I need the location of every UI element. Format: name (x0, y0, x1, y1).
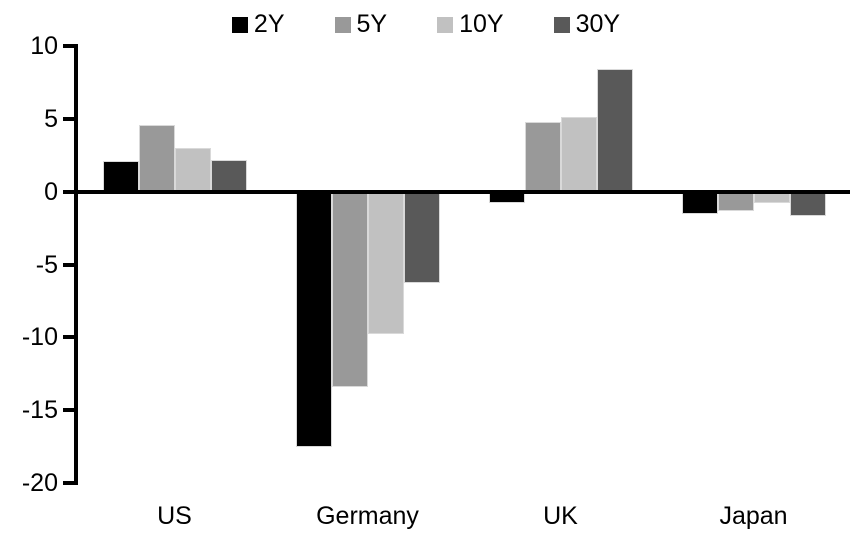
x-axis-labels: US Germany UK Japan (78, 501, 850, 531)
y-axis-tick (63, 189, 76, 194)
y-axis-label: 10 (30, 32, 58, 60)
x-axis-label-uk: UK (543, 502, 578, 530)
legend-item-2y: 2Y (231, 10, 285, 38)
legend-swatch-5y-icon (334, 16, 351, 33)
legend-item-30y: 30Y (553, 10, 621, 38)
y-axis-tick (63, 335, 76, 340)
y-axis-label: -15 (21, 396, 58, 425)
legend: 2Y 5Y 10Y 30Y (0, 12, 852, 37)
x-axis-label-germany: Germany (316, 502, 419, 530)
y-axis-label: 5 (44, 104, 58, 133)
bar-us-5y (138, 124, 175, 192)
legend-label-2y: 2Y (253, 10, 285, 38)
legend-swatch-2y-icon (231, 16, 248, 33)
zero-line (78, 189, 850, 194)
y-axis-label: -20 (21, 469, 58, 497)
bar-japan-30y (789, 191, 826, 217)
y-axis-tick (63, 481, 76, 485)
bar-germany-30y (403, 191, 440, 284)
bar-us-2y (102, 161, 139, 192)
bar-germany-10y (367, 191, 404, 335)
bar-us-10y (174, 147, 211, 192)
legend-label-5y: 5Y (356, 10, 388, 38)
x-axis-label-japan: Japan (719, 502, 788, 530)
y-axis-tick (63, 44, 76, 48)
y-axis-tick (63, 116, 76, 121)
legend-swatch-30y-icon (553, 16, 570, 33)
bar-germany-5y (331, 191, 368, 387)
y-axis-label: -5 (35, 250, 58, 279)
bar-japan-5y (717, 191, 754, 211)
y-axis-label: -10 (21, 323, 58, 352)
y-axis-tick (63, 408, 76, 413)
y-axis-line (74, 44, 78, 485)
y-axis-tick (63, 262, 76, 267)
legend-label-30y: 30Y (575, 10, 621, 38)
bar-uk-5y (524, 121, 561, 192)
bar-japan-2y (681, 191, 718, 214)
bar-uk-30y (596, 69, 633, 192)
bar-germany-2y (295, 191, 332, 447)
plot-area (63, 44, 850, 485)
legend-label-10y: 10Y (459, 10, 504, 38)
bar-uk-10y (560, 117, 597, 192)
y-axis-labels: 10 5 0 -5 -10 -15 -20 (0, 0, 58, 539)
bar-us-30y (210, 159, 247, 192)
y-axis-label: 0 (44, 177, 58, 206)
legend-item-5y: 5Y (334, 10, 388, 38)
legend-swatch-10y-icon (437, 16, 454, 33)
legend-item-10y: 10Y (437, 10, 504, 38)
x-axis-label-us: US (157, 502, 192, 530)
